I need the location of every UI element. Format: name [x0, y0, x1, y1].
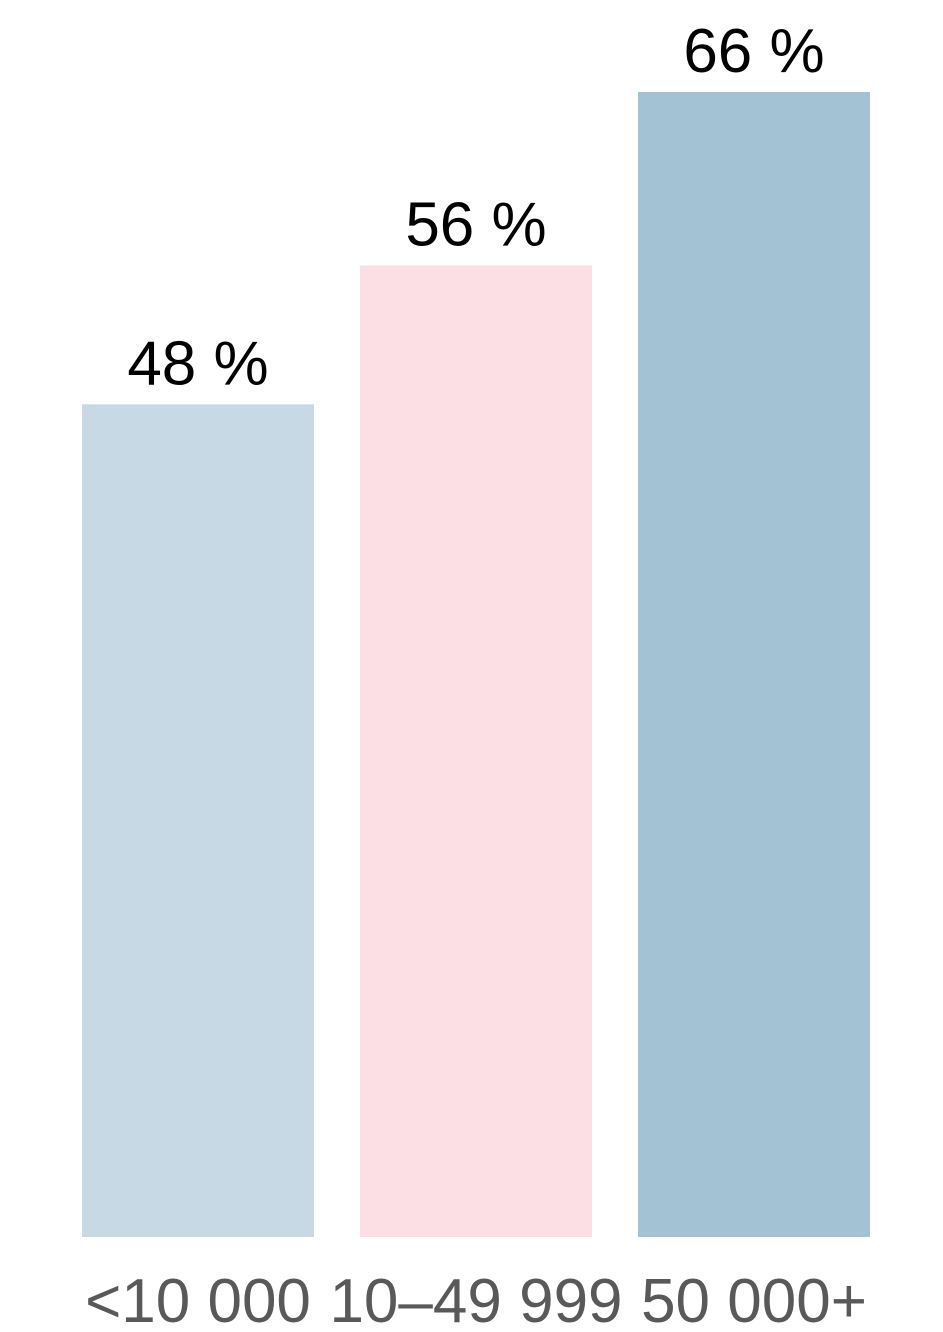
category-labels-group: <10 000 10–49 999 50 000+: [85, 1267, 867, 1332]
bar-1: [82, 404, 314, 1238]
value-label-3: 66 %: [683, 17, 824, 86]
value-labels-group: 48 % 56 % 66 %: [127, 17, 824, 398]
value-label-1: 48 %: [127, 329, 268, 398]
bars-group: [82, 92, 870, 1238]
bar-2: [360, 265, 592, 1237]
value-label-2: 56 %: [405, 190, 546, 259]
category-label-3: 50 000+: [641, 1267, 867, 1332]
category-label-1: <10 000: [85, 1267, 311, 1332]
bar-3: [638, 92, 870, 1237]
category-label-2: 10–49 999: [329, 1267, 622, 1332]
